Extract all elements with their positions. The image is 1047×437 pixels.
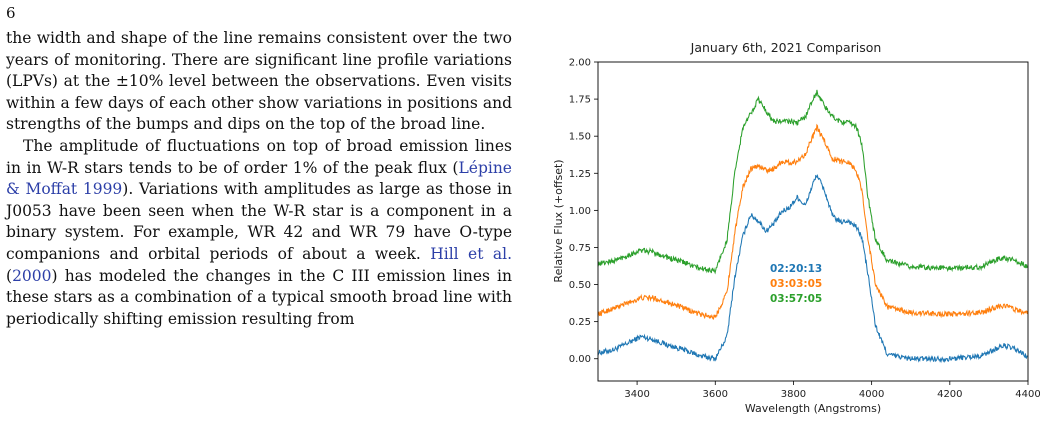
citation-hill-year[interactable]: 2000 (12, 266, 52, 285)
x-tick-label: 3800 (781, 389, 806, 400)
plot-lines (597, 89, 1029, 364)
citation-hill-et-al[interactable]: Hill et al. (430, 244, 513, 263)
paragraph-2: The amplitude of fluctuations on top of … (6, 136, 512, 330)
x-tick-label: 4000 (859, 389, 884, 400)
legend-label-030305: 03:03:05 (770, 278, 822, 290)
page-number: 6 (6, 4, 16, 22)
y-tick-label: 0.00 (569, 354, 591, 365)
y-tick-label: 1.50 (569, 132, 591, 143)
y-tick-label: 1.00 (569, 206, 591, 217)
x-tick-label: 3400 (624, 389, 649, 400)
y-tick-label: 0.50 (569, 280, 591, 291)
y-tick-label: 0.25 (569, 317, 591, 328)
spectrum-comparison-chart: January 6th, 2021 Comparison 3400 3600 380… (552, 40, 1040, 415)
series-line-030305 (597, 123, 1029, 320)
x-axis-label: Wavelength (Angstroms) (745, 402, 881, 415)
paragraph-1: the width and shape of the line remains … (6, 29, 512, 134)
y-tick-label: 2.00 (569, 58, 591, 69)
citation-lepine-moffat[interactable]: Lépine & Moffat 1999 (6, 158, 512, 199)
y-axis-label: Relative Flux (+offset) (552, 159, 565, 282)
paragraph-2-text-a: The amplitude of fluctuations on top of … (6, 136, 512, 177)
series-line-035705 (597, 89, 1028, 275)
paragraph-2-paren-close: ) (51, 266, 58, 285)
x-tick-label: 4400 (1015, 389, 1040, 400)
series-line-022013 (597, 173, 1028, 364)
x-axis: 3400 3600 3800 4000 4200 4400 (624, 381, 1040, 400)
legend: 02:20:13 03:03:05 03:57:05 (770, 263, 822, 305)
paragraph-2-text-b: ). Variations with amplitudes as large a… (6, 180, 512, 263)
legend-label-022013: 02:20:13 (770, 263, 822, 275)
paragraph-2-text-c: has modeled the changes in the C III emi… (6, 266, 512, 328)
paragraph-2-paren-open: ( (6, 266, 13, 285)
legend-label-035705: 03:57:05 (770, 293, 822, 305)
y-tick-label: 0.75 (569, 243, 591, 254)
x-tick-label: 3600 (703, 389, 728, 400)
chart-title: January 6th, 2021 Comparison (690, 40, 882, 55)
body-text: the width and shape of the line remains … (6, 28, 512, 330)
y-tick-label: 1.75 (569, 95, 591, 106)
plot-frame (597, 61, 1029, 382)
y-tick-label: 1.25 (569, 169, 591, 180)
y-axis: 0.00 0.25 0.50 0.75 1.00 1.25 1.50 1.75 2.00 (569, 58, 598, 365)
x-tick-label: 4200 (937, 389, 962, 400)
